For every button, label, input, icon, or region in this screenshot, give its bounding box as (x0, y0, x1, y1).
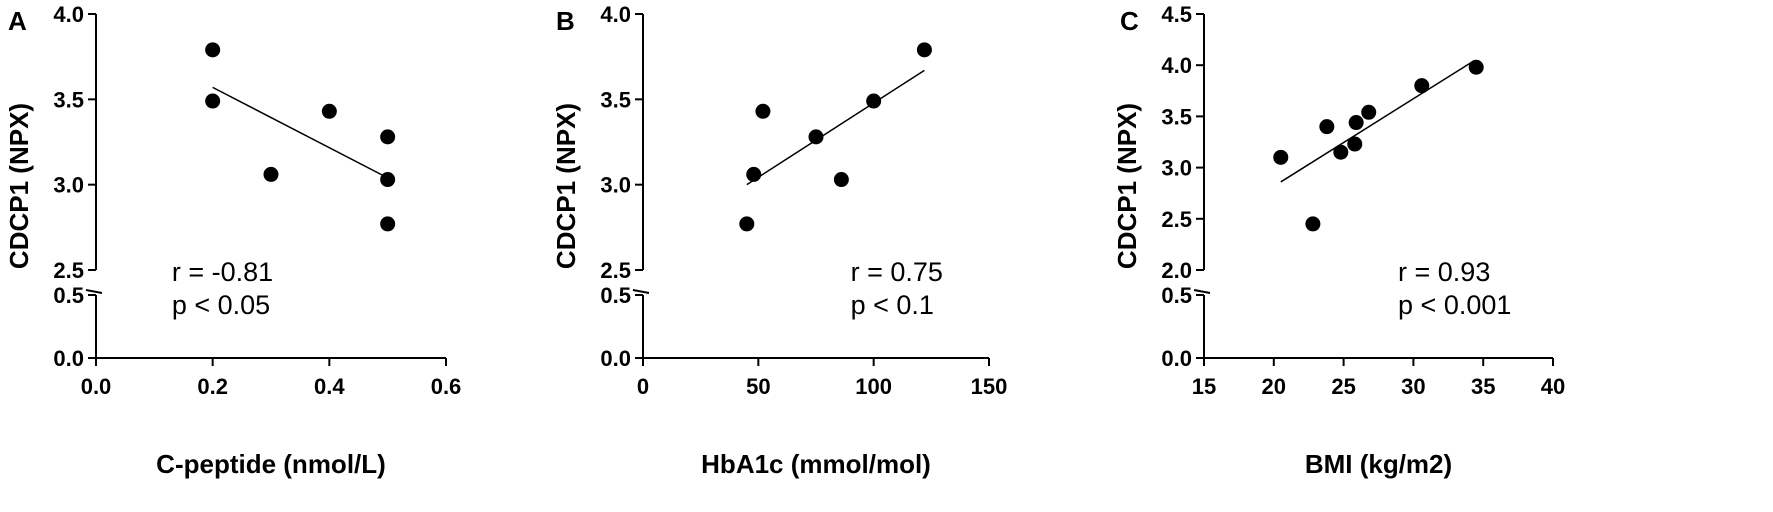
panel-b: B 2.5 3.0 3.5 4.0 0.0 0.5 0 50 100 150 HbA1c (mmol/… (551, 2, 1007, 479)
data-point (321, 103, 337, 119)
x-axis-label: HbA1c (mmol/mol) (701, 449, 931, 479)
y-tick-label: 4.0 (1161, 53, 1192, 78)
y-axis-label: CDCP1 (NPX) (551, 103, 581, 269)
y-tick-label: 0.5 (53, 283, 84, 308)
data-point (808, 129, 824, 145)
x-tick-label: 50 (746, 374, 770, 399)
stat-p: p < 0.05 (172, 290, 270, 320)
stat-p: p < 0.1 (851, 290, 934, 320)
y-tick-label: 2.5 (53, 258, 84, 283)
x-tick-label: 40 (1541, 374, 1565, 399)
data-point (866, 93, 882, 109)
panel-a: A 2.5 3.0 3.5 4.0 0.0 0.5 0.0 0.2 0.4 0.6 C-peptide… (4, 2, 461, 479)
y-tick-label: 3.5 (53, 87, 84, 112)
stat-r: r = -0.81 (172, 257, 273, 287)
y-tick-label: 4.0 (600, 2, 631, 27)
y-tick-label: 0.5 (1161, 283, 1192, 308)
x-tick-label: 100 (855, 374, 892, 399)
data-point (380, 129, 396, 145)
y-tick-label: 0.5 (600, 283, 631, 308)
axis-break-mark (1193, 289, 1211, 294)
y-tick-label: 3.0 (600, 173, 631, 198)
data-point (833, 172, 849, 188)
data-point (1319, 119, 1335, 135)
y-tick-label: 3.0 (1161, 156, 1192, 181)
x-tick-label: 0.4 (314, 374, 345, 399)
y-tick-label: 2.0 (1161, 258, 1192, 283)
data-point (1347, 136, 1363, 152)
x-tick-label: 0 (637, 374, 649, 399)
y-tick-label: 0.0 (1161, 346, 1192, 371)
data-point (1468, 59, 1484, 75)
regression-line (1280, 60, 1474, 183)
y-tick-label: 2.5 (600, 258, 631, 283)
y-tick-label: 3.5 (600, 87, 631, 112)
regression-line (212, 86, 389, 179)
axis-break-mark (632, 289, 650, 294)
data-point (205, 42, 221, 58)
y-tick-label: 3.5 (1161, 104, 1192, 129)
x-tick-label: 35 (1471, 374, 1495, 399)
panel-letter: C (1120, 6, 1139, 36)
y-tick-label: 0.0 (53, 346, 84, 371)
x-tick-label: 0.6 (431, 374, 462, 399)
y-axis-label: CDCP1 (NPX) (4, 103, 34, 269)
x-axis-label: C-peptide (nmol/L) (156, 449, 386, 479)
x-tick-label: 30 (1401, 374, 1425, 399)
data-point (1348, 115, 1364, 131)
data-point (1273, 149, 1289, 165)
data-point (1305, 216, 1321, 232)
x-tick-label: 25 (1331, 374, 1355, 399)
data-point (1361, 104, 1377, 120)
stat-r: r = 0.75 (851, 257, 943, 287)
panel-c: C 2.0 2.5 3.0 3.5 4.0 4.5 0.0 0.5 15 20 25 30 35 40 BMI… (1112, 2, 1565, 479)
x-axis-label: BMI (kg/m2) (1305, 449, 1452, 479)
axis-break-mark (85, 289, 103, 294)
data-point (205, 93, 221, 109)
x-tick-label: 20 (1262, 374, 1286, 399)
panel-letter: A (8, 6, 27, 36)
stat-p: p < 0.001 (1398, 290, 1511, 320)
y-tick-label: 2.5 (1161, 207, 1192, 232)
y-tick-label: 4.0 (53, 2, 84, 27)
data-point (380, 172, 396, 188)
data-point (916, 42, 932, 58)
panel-letter: B (556, 6, 575, 36)
x-tick-label: 15 (1192, 374, 1216, 399)
data-point (739, 216, 755, 232)
y-tick-label: 4.5 (1161, 2, 1192, 27)
data-point (263, 166, 279, 182)
data-point (746, 166, 762, 182)
x-tick-label: 150 (971, 374, 1008, 399)
data-point (755, 103, 771, 119)
regression-line (746, 69, 925, 186)
x-tick-label: 0.2 (197, 374, 228, 399)
data-point (1333, 144, 1349, 160)
data-point (1414, 78, 1430, 94)
x-tick-label: 0.0 (81, 374, 112, 399)
data-point (380, 216, 396, 232)
y-tick-label: 0.0 (600, 346, 631, 371)
y-axis-label: CDCP1 (NPX) (1112, 103, 1142, 269)
y-tick-label: 3.0 (53, 173, 84, 198)
stat-r: r = 0.93 (1398, 257, 1490, 287)
